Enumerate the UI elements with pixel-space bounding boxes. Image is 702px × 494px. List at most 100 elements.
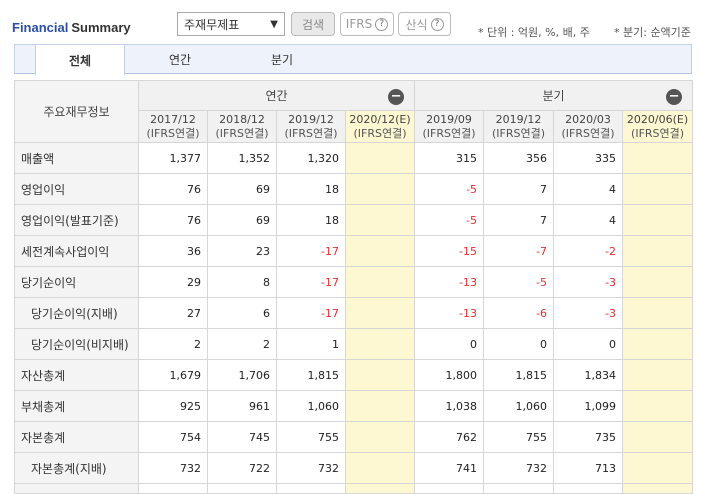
period-tabs: 전체 연간 분기 bbox=[14, 44, 692, 75]
table-cell: 732 bbox=[138, 452, 208, 484]
table-row: 당기순이익(지배) 27 6 -17 -13 -6 -3 bbox=[14, 297, 694, 329]
table-cell bbox=[344, 297, 416, 329]
row-label[interactable]: 세전계속사업이익 bbox=[14, 235, 139, 267]
row-label[interactable]: 자산총계 bbox=[14, 359, 139, 391]
table-row: 영업이익(발표기준) 76 69 18 -5 7 4 bbox=[14, 204, 694, 236]
row-label[interactable]: 영업이익 bbox=[14, 173, 139, 205]
ifrs-help-button[interactable]: IFRS ? bbox=[340, 12, 394, 36]
top-bar: Financial Summary 주재무제표 ▼ 검색 IFRS ? 산식 ? … bbox=[0, 0, 702, 44]
table-cell bbox=[622, 359, 694, 391]
collapse-annual-icon[interactable]: − bbox=[388, 89, 405, 105]
column-period: 2020/06(E) bbox=[626, 112, 689, 126]
table-cell bbox=[414, 483, 485, 494]
row-label[interactable]: 매출액 bbox=[14, 142, 139, 174]
column-header: 2020/12(E) (IFRS연결) bbox=[344, 110, 416, 143]
table-cell bbox=[207, 483, 277, 494]
table-row: 부채총계 925 961 1,060 1,038 1,060 1,099 bbox=[14, 390, 694, 422]
column-period: 2017/12 bbox=[150, 112, 196, 126]
table-row: 자본총계 754 745 755 762 755 735 bbox=[14, 421, 694, 453]
collapse-quarter-icon[interactable]: − bbox=[666, 89, 683, 105]
row-label[interactable]: 자본총계(지배) bbox=[14, 452, 139, 484]
table-cell: 1,800 bbox=[414, 359, 485, 391]
row-label[interactable]: 자본총계 bbox=[14, 421, 139, 453]
table-cell: 1,320 bbox=[276, 142, 346, 174]
corner-header: 주요재무정보 bbox=[14, 80, 139, 143]
table-row: 매출액 1,377 1,352 1,320 315 356 335 bbox=[14, 142, 694, 174]
table-cell: 961 bbox=[207, 390, 277, 422]
table-cell: 4 bbox=[553, 204, 624, 236]
table-cell: 732 bbox=[276, 452, 346, 484]
table-cell: 1,060 bbox=[483, 390, 555, 422]
statement-type-select[interactable]: 주재무제표 ▼ bbox=[177, 12, 285, 36]
financial-summary-table: 주요재무정보 연간 − 분기 − 2017/12 (IFRS연결) 2018/12(… bbox=[14, 80, 694, 494]
column-header: 2019/09 (IFRS연결) bbox=[414, 110, 485, 143]
column-period: 2019/12 bbox=[495, 112, 542, 126]
row-label[interactable]: 당기순이익 bbox=[14, 266, 139, 298]
column-period: 2020/12(E) bbox=[349, 112, 411, 126]
table-cell: 1,815 bbox=[483, 359, 555, 391]
tab-all[interactable]: 전체 bbox=[35, 45, 125, 75]
column-period: 2020/03 bbox=[565, 112, 611, 126]
tab-annual[interactable]: 연간 bbox=[168, 53, 192, 67]
table-cell bbox=[622, 328, 694, 360]
table-row: 자산총계 1,679 1,706 1,815 1,800 1,815 1,834 bbox=[14, 359, 694, 391]
table-row: 당기순이익(비지배) 2 2 1 0 0 0 bbox=[14, 328, 694, 360]
column-basis: (IFRS연결) bbox=[284, 126, 338, 140]
table-cell: 76 bbox=[138, 204, 208, 236]
statement-type-value: 주재무제표 bbox=[184, 17, 240, 32]
table-cell: -6 bbox=[483, 297, 555, 329]
tab-quarter[interactable]: 분기 bbox=[270, 53, 294, 67]
help-icon: ? bbox=[375, 17, 389, 31]
table-cell: 7 bbox=[483, 173, 555, 205]
table-cell: 69 bbox=[207, 173, 277, 205]
annual-group-label: 연간 bbox=[265, 89, 288, 103]
column-basis: (IFRS연결) bbox=[492, 126, 546, 140]
table-cell bbox=[344, 142, 416, 174]
row-label[interactable]: 당기순이익(비지배) bbox=[14, 328, 139, 360]
table-cell: -5 bbox=[483, 266, 555, 298]
table-cell: 23 bbox=[207, 235, 277, 267]
column-basis: (IFRS연결) bbox=[561, 126, 615, 140]
table-row: 세전계속사업이익 36 23 -17 -15 -7 -2 bbox=[14, 235, 694, 267]
table-cell bbox=[344, 204, 416, 236]
title-financial: Financial bbox=[12, 20, 69, 35]
table-cell: 735 bbox=[553, 421, 624, 453]
annual-group-header: 연간 − bbox=[137, 80, 416, 111]
table-cell bbox=[622, 173, 694, 205]
table-cell bbox=[622, 266, 694, 298]
table-cell: 754 bbox=[138, 421, 208, 453]
table-cell: 0 bbox=[414, 328, 485, 360]
table-cell bbox=[344, 359, 416, 391]
table-cell: -3 bbox=[553, 266, 624, 298]
row-label[interactable]: 부채총계 bbox=[14, 390, 139, 422]
table-cell: 1 bbox=[276, 328, 346, 360]
table-cell: 732 bbox=[483, 452, 555, 484]
table-cell bbox=[344, 390, 416, 422]
chevron-down-icon: ▼ bbox=[270, 18, 278, 30]
table-cell: 1,038 bbox=[414, 390, 485, 422]
table-cell: 18 bbox=[276, 204, 346, 236]
table-cell: 755 bbox=[483, 421, 555, 453]
table-cell bbox=[344, 266, 416, 298]
column-basis: (IFRS연결) bbox=[215, 126, 269, 140]
row-label[interactable]: 영업이익(발표기준) bbox=[14, 204, 139, 236]
table-cell: -13 bbox=[414, 297, 485, 329]
table-cell: 2 bbox=[138, 328, 208, 360]
table-row: 자본총계(지배) 732 722 732 741 732 713 bbox=[14, 452, 694, 484]
row-label[interactable]: 당기순이익(지배) bbox=[14, 297, 139, 329]
table-cell: 315 bbox=[414, 142, 485, 174]
table-cell bbox=[622, 204, 694, 236]
table-cell bbox=[622, 483, 694, 494]
table-cell bbox=[344, 328, 416, 360]
table-cell bbox=[138, 483, 208, 494]
table-cell: 76 bbox=[138, 173, 208, 205]
formula-help-button[interactable]: 산식 ? bbox=[398, 12, 451, 36]
table-cell: 1,834 bbox=[553, 359, 624, 391]
unit-note: * 단위 : 억원, %, 배, 주 bbox=[478, 26, 590, 39]
table-cell bbox=[344, 452, 416, 484]
title-summary: Summary bbox=[71, 20, 131, 35]
table-cell: 755 bbox=[276, 421, 346, 453]
table-cell: 2 bbox=[207, 328, 277, 360]
search-button[interactable]: 검색 bbox=[291, 12, 335, 36]
table-cell: 1,352 bbox=[207, 142, 277, 174]
